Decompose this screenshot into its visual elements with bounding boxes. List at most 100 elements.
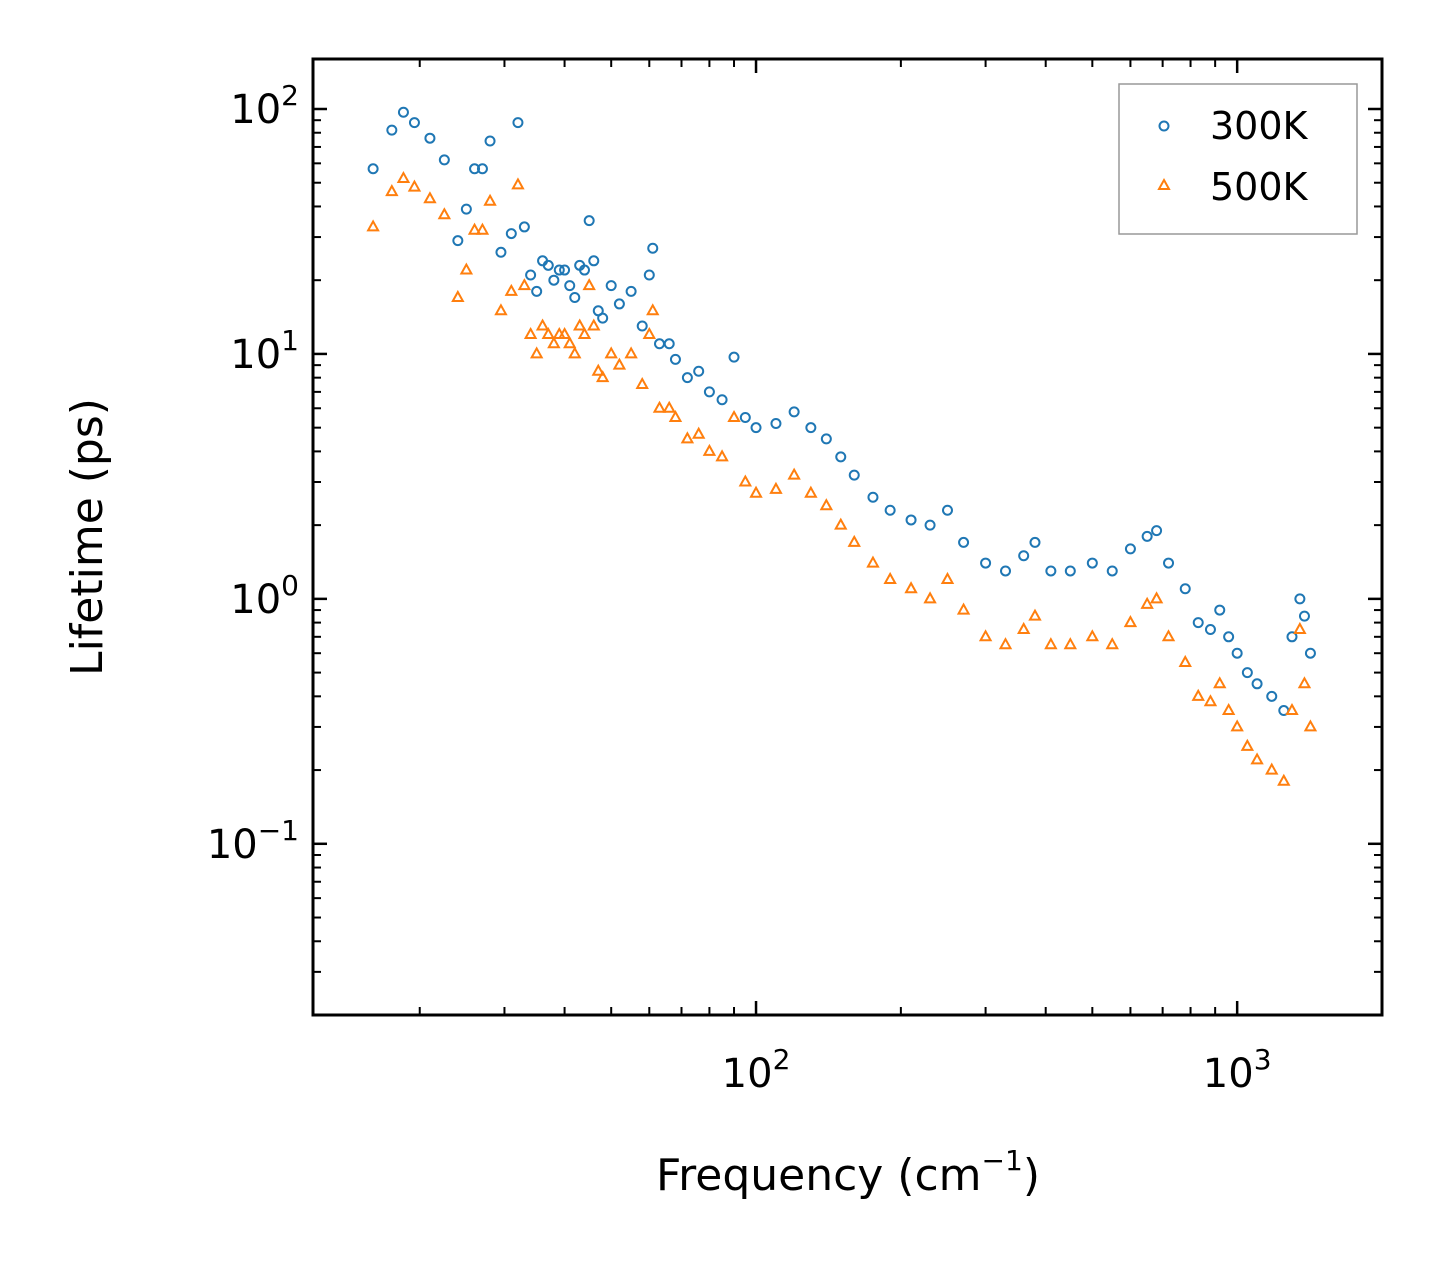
data-point-300K <box>1294 593 1306 605</box>
data-point-300K <box>958 536 970 548</box>
data-point-500K <box>668 409 683 423</box>
data-point-300K <box>716 394 728 406</box>
data-point-300K <box>693 365 705 377</box>
data-point-500K <box>624 346 638 359</box>
data-point-300K <box>941 504 953 516</box>
data-point-300K <box>518 221 530 233</box>
data-point-300K <box>1106 565 1118 577</box>
data-point-300K <box>588 255 600 267</box>
data-point-500K <box>494 303 508 316</box>
data-point-500K <box>504 283 519 296</box>
data-point-500K <box>691 426 706 439</box>
data-point-500K <box>1230 719 1244 732</box>
data-point-500K <box>572 318 587 331</box>
data-point-500K <box>680 431 695 444</box>
data-point-500K <box>904 581 918 594</box>
data-point-300K <box>452 235 464 247</box>
axis-ticks <box>313 59 1382 1015</box>
data-point-500K <box>1265 762 1279 775</box>
data-point-300K <box>1163 557 1175 569</box>
data-point-300K <box>663 338 675 350</box>
data-point-500K <box>1161 629 1176 642</box>
data-point-500K <box>1285 702 1299 716</box>
x-tick-label: 102 <box>722 1043 791 1097</box>
data-point-500K <box>604 346 618 359</box>
y-tick-label: 10−1 <box>207 814 299 868</box>
series-500K <box>366 170 1318 786</box>
data-point-300K <box>386 124 398 136</box>
data-point-500K <box>847 534 861 547</box>
data-point-500K <box>483 193 497 206</box>
data-point-500K <box>1016 621 1031 634</box>
data-point-500K <box>1293 621 1307 634</box>
data-point-500K <box>1123 615 1138 628</box>
legend-marker-300K <box>1158 120 1170 132</box>
data-point-500K <box>529 346 544 359</box>
data-point-500K <box>1028 608 1042 621</box>
data-point-500K <box>642 326 656 340</box>
data-point-500K <box>1178 654 1192 667</box>
data-point-500K <box>517 278 532 291</box>
data-point-300K <box>495 246 507 258</box>
data-point-500K <box>1105 637 1119 650</box>
data-point-300K <box>703 386 715 398</box>
data-point-300K <box>1000 565 1012 577</box>
data-point-300K <box>553 264 565 276</box>
data-point-500K <box>749 485 763 498</box>
data-point-500K <box>1297 676 1312 689</box>
data-point-500K <box>396 170 411 184</box>
data-point-300K <box>1064 565 1076 577</box>
data-point-300K <box>469 163 481 175</box>
data-point-300K <box>460 203 472 215</box>
data-point-300K <box>820 433 832 445</box>
data-point-300K <box>750 422 762 434</box>
data-point-300K <box>605 280 617 292</box>
data-point-500K <box>804 485 818 498</box>
data-point-300K <box>1214 604 1226 616</box>
data-point-500K <box>1191 688 1205 701</box>
data-point-500K <box>787 467 801 480</box>
data-point-500K <box>563 336 577 349</box>
data-point-300K <box>905 514 917 526</box>
data-point-500K <box>998 637 1013 650</box>
data-point-500K <box>819 498 834 511</box>
axes-frame <box>311 57 1384 1017</box>
data-point-500K <box>612 357 627 370</box>
data-point-500K <box>923 591 937 604</box>
axis-tick-labels: 102 103 10−1 100 101 102 <box>207 79 1272 1097</box>
data-point-500K <box>541 326 555 340</box>
legend-label-300K: 300K <box>1210 104 1309 148</box>
legend: 300K 500K <box>1118 83 1358 235</box>
data-point-500K <box>523 326 538 340</box>
data-point-300K <box>569 291 581 303</box>
data-point-500K <box>535 318 550 331</box>
data-point-300K <box>1029 536 1041 548</box>
data-point-500K <box>1063 637 1078 650</box>
legend-label-500K: 500K <box>1210 165 1309 209</box>
x-tick-label: 103 <box>1203 1043 1272 1097</box>
data-point-300K <box>1231 647 1243 659</box>
legend-frame <box>1118 83 1358 235</box>
data-point-300K <box>564 280 576 292</box>
data-point-300K <box>408 117 420 129</box>
data-point-300K <box>805 422 817 434</box>
data-point-300K <box>884 504 896 516</box>
data-point-300K <box>848 469 860 481</box>
data-point-500K <box>1213 676 1227 689</box>
data-point-300K <box>548 274 560 286</box>
series-300K <box>367 106 1316 717</box>
data-point-500K <box>956 602 971 615</box>
data-point-500K <box>467 222 482 235</box>
data-point-300K <box>438 154 450 166</box>
data-point-500K <box>1277 773 1291 786</box>
data-point-500K <box>1240 738 1255 751</box>
data-point-500K <box>769 481 783 494</box>
data-point-300K <box>980 557 992 569</box>
data-point-300K <box>1018 550 1030 562</box>
data-point-500K <box>582 278 596 291</box>
data-point-300K <box>613 298 625 310</box>
data-point-300K <box>1304 647 1316 659</box>
data-point-500K <box>475 222 490 235</box>
y-tick-label: 102 <box>230 79 299 133</box>
